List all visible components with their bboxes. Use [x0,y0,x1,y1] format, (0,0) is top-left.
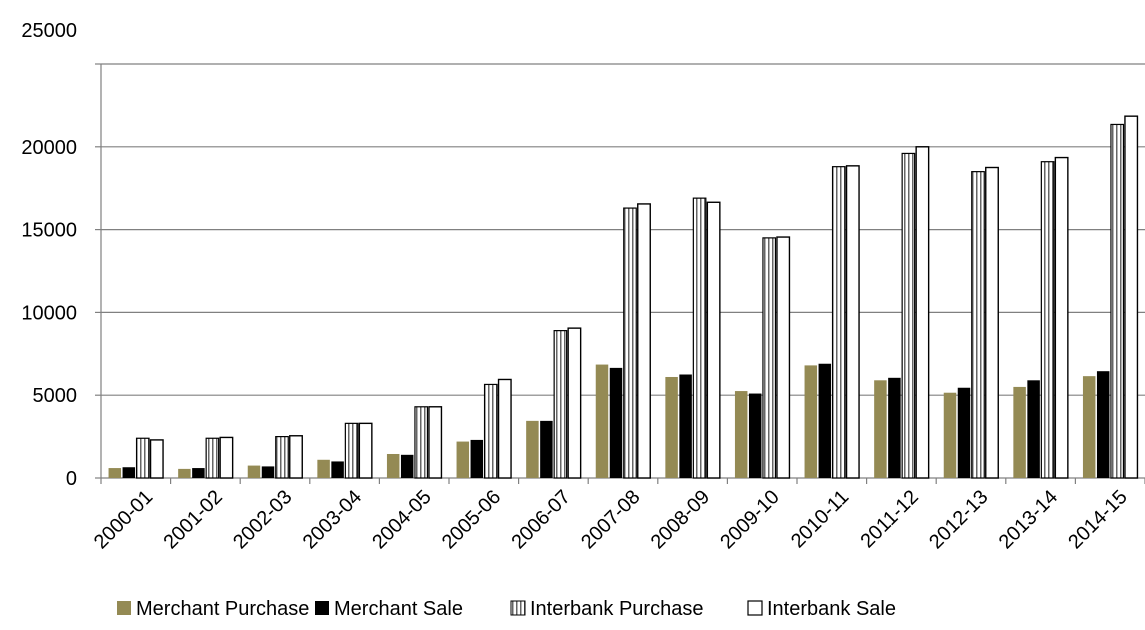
bar-series-2 [122,467,136,478]
bar-series-2 [470,439,484,478]
bar-series-1 [874,380,887,478]
x-axis: 2000-01 2001-02 2002-03 2003-04 2004-05 2005-… [90,477,1145,553]
y-tick-label: 25000 [21,20,77,42]
bar-series-4 [776,236,791,479]
legend: Merchant Purchase Merchant Sale Interbank … [117,598,896,620]
bar-series-1 [1082,376,1096,478]
x-tick-label: 2002-03 [229,486,296,553]
legend-swatch [510,600,526,616]
x-tick-label: 2003-04 [299,486,366,553]
bar-series-3 [553,330,568,479]
bar-series-1 [178,468,191,478]
x-tick-label: 2011-12 [857,486,923,552]
bar-series-4 [1124,115,1139,479]
legend-label: Interbank Purchase [530,598,703,620]
x-tick-label: 2009-10 [716,486,783,553]
bar-series-3 [205,437,220,479]
x-tick-label: 2006-07 [507,486,574,553]
bar-series-1 [456,441,470,478]
x-tick-label: 2001-02 [159,486,226,553]
legend-item: Merchant Purchase [117,598,309,620]
bar-series-2 [1027,380,1040,478]
x-tick-label: 2008-09 [647,486,714,553]
bar-series-2 [679,374,692,478]
x-tick-label: 2005-06 [438,486,505,553]
legend-swatch [315,601,329,615]
bar-series-2 [748,393,762,478]
bar-series-3 [1110,123,1125,479]
bar-series-3 [275,436,289,479]
bar-series-2 [261,466,275,478]
x-tick-label: 2000-01 [90,486,157,553]
legend-label: Merchant Sale [334,598,463,620]
bar-series-1 [108,468,122,478]
bar-series-3 [692,197,707,479]
bar-series-3 [831,166,846,479]
bar-series-1 [386,453,400,478]
legend-item: Interbank Purchase [510,598,703,620]
bar-series-1 [943,392,957,478]
bar-series-2 [1096,371,1110,478]
bar-series-1 [734,391,748,478]
x-tick-label: 2013-14 [995,486,1062,553]
x-tick-label: 2004-05 [368,486,435,553]
bar-series-3 [623,207,637,479]
bar-series-3 [971,171,985,479]
bar-series-4 [497,378,512,479]
y-tick-label: 20000 [21,137,77,159]
bar-series-1 [317,459,330,478]
bar-series-3 [1040,161,1055,479]
bar-series-4 [567,327,582,479]
bar-series-4 [706,201,721,479]
bar-series-1 [1013,386,1026,478]
y-tick-label: 5000 [33,385,78,407]
bar-series-2 [400,454,414,478]
legend-label: Interbank Sale [767,598,896,620]
x-tick-label: 2012-13 [925,486,992,553]
bar-series-4 [915,146,930,479]
bar-series-1 [247,465,261,478]
bar-series-2 [957,387,971,478]
legend-swatch [117,601,131,615]
x-tick-label: 2014-15 [1064,486,1131,553]
bar-series-1 [595,364,609,478]
bar-series-4 [289,435,303,479]
bar-series-3 [901,152,916,479]
bar-series-3 [344,422,359,479]
y-tick-label: 0 [66,468,77,490]
x-tick-label: 2010-11 [787,486,853,552]
bar-series-4 [149,439,164,479]
y-tick-label: 15000 [21,220,77,242]
bar-series-4 [428,406,443,479]
legend-label: Merchant Purchase [136,598,309,620]
bar-series-1 [526,420,539,478]
bar-series-1 [804,365,818,478]
legend-item: Interbank Sale [747,598,896,620]
y-axis: 0 5000 10000 15000 20000 25000 [21,20,1145,490]
bar-series-2 [609,367,623,478]
legend-swatch [747,600,763,616]
x-tick-label: 2007-08 [577,486,644,553]
bar-series-3 [414,406,429,479]
bars [108,115,1139,479]
bar-series-1 [665,376,678,478]
bar-series-4 [358,422,373,479]
bar-series-3 [135,437,150,479]
bar-series-4 [637,203,651,479]
bar-series-4 [845,165,860,479]
bar-series-4 [219,436,234,479]
bar-series-2 [192,468,205,478]
bar-series-2 [331,461,344,478]
bar-series-3 [762,237,777,479]
legend-item: Merchant Sale [315,598,463,620]
bar-series-4 [1054,156,1069,479]
bar-series-4 [985,166,999,479]
bar-series-3 [483,383,498,479]
bar-series-2 [818,363,832,478]
y-tick-label: 10000 [21,302,77,324]
bar-series-2 [888,377,901,478]
bar-series-2 [540,420,553,478]
